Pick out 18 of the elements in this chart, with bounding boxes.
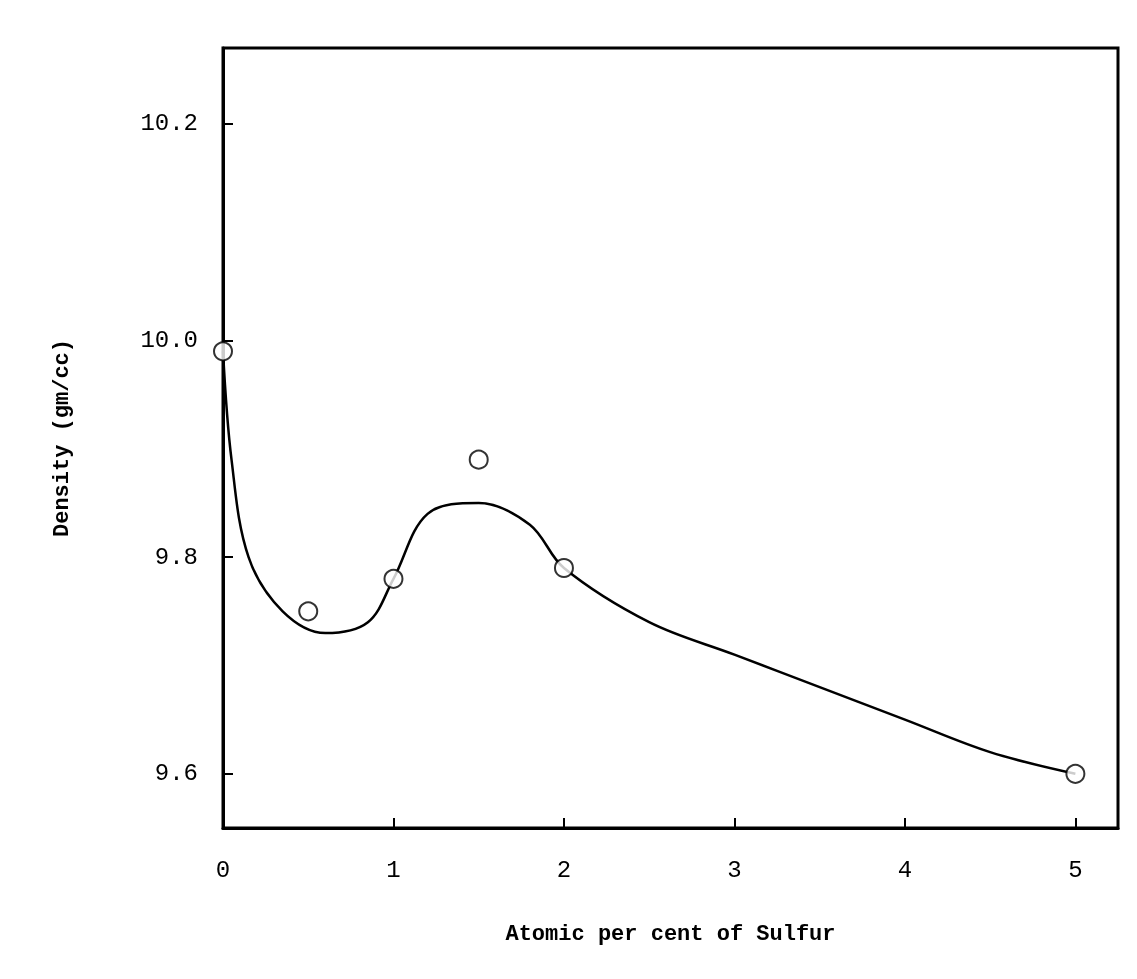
y-tick-label: 10.2 <box>140 110 198 138</box>
x-tick-label: 5 <box>1068 856 1083 884</box>
x-axis-title: Atomic per cent of Sulfur <box>505 921 836 947</box>
x-tick-label: 4 <box>897 856 913 884</box>
x-tick-label: 1 <box>386 856 401 884</box>
point <box>468 449 489 470</box>
point <box>553 558 574 578</box>
y-tick-label: 10.0 <box>140 327 198 354</box>
point <box>298 601 319 622</box>
point <box>1065 763 1086 784</box>
x-tick-label: 0 <box>215 856 231 884</box>
x-tick-label: 2 <box>556 856 572 884</box>
point <box>383 568 404 589</box>
x-tick-label: 3 <box>727 856 742 884</box>
point <box>213 341 233 362</box>
y-tick-label: 9.6 <box>154 760 198 788</box>
y-axis-title: Density (gm/cc) <box>49 338 75 538</box>
y-tick-label: 9.8 <box>154 543 198 571</box>
